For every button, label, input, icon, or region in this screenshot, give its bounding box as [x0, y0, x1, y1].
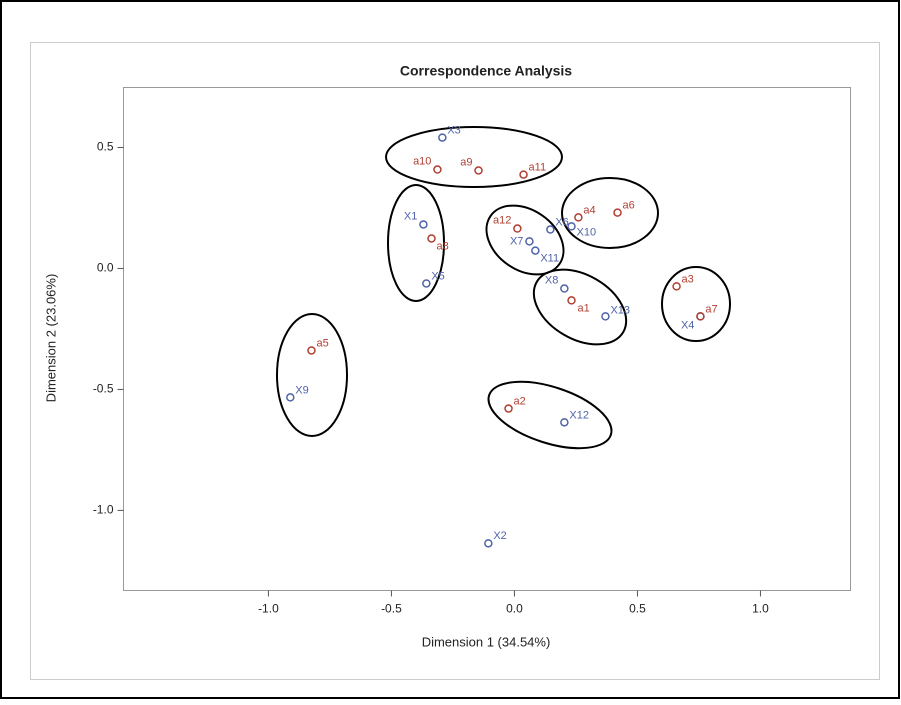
- point-label: X11: [540, 252, 559, 264]
- point-label: a6: [623, 199, 635, 211]
- y-axis-label: Dimension 2 (23.06%): [43, 274, 58, 403]
- point-label: X5: [431, 270, 444, 282]
- point-label: X1: [404, 210, 417, 222]
- point-label: a9: [460, 156, 472, 168]
- point-label: a2: [514, 395, 526, 407]
- x-tick-label: -1.0: [258, 602, 279, 616]
- point-label: a10: [413, 155, 431, 167]
- cluster-ellipse: [661, 266, 731, 342]
- plot-area: [123, 87, 851, 591]
- point: [422, 279, 431, 288]
- point-label: X13: [610, 304, 630, 316]
- point-label: a7: [705, 303, 717, 315]
- point-label: X4: [681, 319, 694, 331]
- point-label: a5: [316, 337, 328, 349]
- chart-title: Correspondence Analysis: [400, 63, 572, 79]
- point-label: a12: [493, 214, 511, 226]
- y-tick-label: 0.0: [97, 261, 114, 275]
- y-tick-label: -1.0: [93, 503, 114, 517]
- point-label: X8: [545, 274, 558, 286]
- point-label: X7: [510, 235, 523, 247]
- point: [427, 234, 436, 243]
- point: [567, 296, 576, 305]
- point-label: X6: [555, 216, 568, 228]
- point: [433, 165, 442, 174]
- point: [567, 222, 576, 231]
- point: [672, 282, 681, 291]
- point-label: a4: [583, 204, 595, 216]
- graph-frame: [30, 42, 880, 680]
- point: [574, 213, 583, 222]
- point-label: a3: [682, 273, 694, 285]
- point: [560, 284, 569, 293]
- point: [696, 312, 705, 321]
- point: [474, 166, 483, 175]
- x-tick-label: 0.0: [506, 602, 523, 616]
- point-label: X3: [447, 124, 460, 136]
- cluster-ellipse: [532, 268, 628, 346]
- point: [560, 418, 569, 427]
- point: [419, 220, 428, 229]
- point-label: a11: [529, 162, 547, 174]
- point: [504, 404, 513, 413]
- y-tick-label: -0.5: [93, 382, 114, 396]
- point: [286, 393, 295, 402]
- point: [601, 312, 610, 321]
- point: [513, 224, 522, 233]
- cluster-ellipse: [485, 204, 565, 276]
- x-axis-label: Dimension 1 (34.54%): [422, 634, 551, 649]
- cluster-ellipse: [387, 184, 445, 302]
- point: [438, 133, 447, 142]
- cluster-ellipses: [276, 126, 731, 450]
- point-label: X12: [569, 409, 589, 421]
- point: [546, 225, 555, 234]
- point-label: X2: [493, 530, 506, 542]
- cluster-ellipse: [561, 177, 659, 249]
- point-label: X9: [295, 384, 308, 396]
- y-tick-label: 0.5: [97, 140, 114, 154]
- point: [525, 237, 534, 246]
- x-tick-label: -0.5: [381, 602, 402, 616]
- x-tick-label: 1.0: [752, 602, 769, 616]
- cluster-ellipse: [276, 313, 348, 437]
- x-tick-label: 0.5: [629, 602, 646, 616]
- point: [531, 246, 540, 255]
- point: [613, 208, 622, 217]
- cluster-ellipse: [385, 126, 563, 188]
- point: [307, 346, 316, 355]
- point-label: a8: [437, 240, 449, 252]
- point: [519, 170, 528, 179]
- cluster-ellipse: [487, 380, 613, 450]
- point-label: a1: [578, 302, 590, 314]
- point: [484, 539, 493, 548]
- point-label: X10: [577, 226, 597, 238]
